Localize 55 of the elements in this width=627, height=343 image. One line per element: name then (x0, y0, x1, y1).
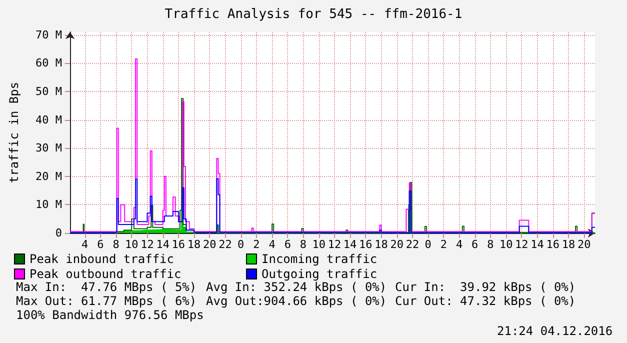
x-tick-label: 14 (530, 238, 544, 251)
legend-label: Peak outbound traffic (30, 267, 182, 281)
x-tick-label: 12 (328, 238, 342, 251)
legend-label: Outgoing traffic (262, 267, 378, 281)
x-tick-label: 22 (406, 238, 420, 251)
x-tick-label: 14 (343, 238, 358, 251)
x-tick-label: 10 (125, 238, 138, 251)
x-tick-label: 8 (300, 238, 307, 251)
x-tick-label: 14 (156, 238, 170, 251)
x-tick-label: 0 (424, 238, 432, 251)
x-tick-label: 0 (238, 238, 244, 251)
y-tick-label: 20 M (36, 170, 62, 183)
chart-title: Traffic Analysis for 545 -- ffm-2016-1 (164, 7, 462, 22)
x-tick-label: 18 (562, 238, 576, 251)
x-tick-label: 16 (172, 238, 186, 251)
x-tick-label: 6 (284, 238, 291, 251)
legend-label: Incoming traffic (262, 252, 378, 266)
x-tick-label: 4 (268, 238, 276, 251)
text: Max In: 47.76 MBps ( 5%) (16, 280, 197, 294)
y-tick-label: 50 M (36, 84, 62, 98)
y-tick-label: 40 M (36, 113, 62, 126)
y-axis-title: traffic in Bps (7, 82, 21, 184)
y-tick-label: 10 M (36, 198, 62, 212)
x-tick-label: 6 (472, 238, 478, 251)
x-tick-label: 20 (577, 238, 591, 251)
text: 100% Bandwidth 976.56 MBps (16, 308, 204, 322)
legend-label: Peak inbound traffic (30, 252, 174, 266)
x-tick-label: 8 (487, 238, 494, 251)
x-tick-label: 2 (440, 238, 447, 251)
text: Cur Out: 47.32 kBps ( 0%) (395, 294, 576, 308)
x-tick-label: 16 (359, 238, 372, 251)
y-tick-label: 30 M (36, 142, 62, 155)
x-tick-label: 6 (97, 238, 104, 251)
y-tick-label: 60 M (36, 56, 62, 70)
x-tick-label: 2 (253, 238, 260, 251)
x-tick-label: 18 (187, 238, 201, 251)
x-tick-label: 4 (456, 238, 463, 251)
x-tick-label: 12 (515, 238, 528, 251)
y-tick-label: 70 M (36, 28, 62, 42)
x-tick-label: 20 (203, 238, 216, 251)
text: Avg In: 352.24 kBps ( 0%) (206, 280, 387, 294)
x-tick-label: 8 (112, 238, 120, 251)
text: 21:24 04.12.2016 (497, 324, 613, 338)
y-tick-label: 0 (55, 226, 62, 240)
x-tick-label: 12 (140, 238, 154, 251)
x-tick-label: 22 (218, 238, 232, 251)
x-tick-label: 10 (312, 238, 326, 251)
text: Max Out: 61.77 MBps ( 6%) (16, 294, 197, 308)
text: Cur In: 39.92 kBps ( 0%) (395, 280, 576, 294)
text: Avg Out:904.66 kBps ( 0%) (206, 294, 387, 308)
x-tick-label: 4 (82, 238, 89, 251)
x-tick-label: 16 (546, 238, 560, 251)
x-tick-label: 10 (499, 238, 513, 251)
x-tick-label: 20 (390, 238, 404, 251)
x-tick-label: 18 (374, 238, 388, 251)
